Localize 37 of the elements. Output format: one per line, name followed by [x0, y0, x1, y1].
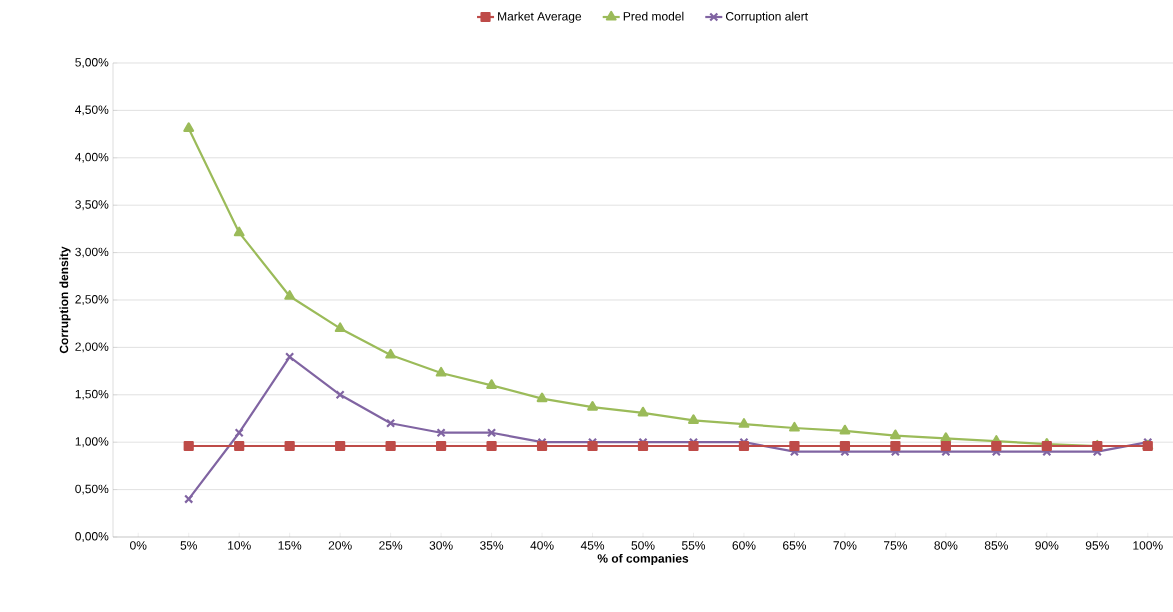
- x-tick-label: 30%: [429, 541, 453, 550]
- legend-label: Pred model: [623, 11, 684, 21]
- x-tick-label: 25%: [379, 541, 403, 550]
- x-tick-label: 45%: [580, 541, 605, 550]
- x-tick-label: 70%: [833, 541, 857, 550]
- legend-label: Corruption alert: [725, 11, 808, 23]
- x-tick-label: 80%: [934, 541, 958, 550]
- y-tick-label: 0,50%: [75, 484, 109, 495]
- y-tick-label: 2,00%: [75, 342, 109, 353]
- x-tick-label: 55%: [681, 541, 706, 550]
- y-tick-label: 4,00%: [75, 152, 109, 163]
- x-axis-title: % of companies: [597, 553, 689, 566]
- x-tick-label: 40%: [530, 541, 554, 550]
- legend-label: Market Average: [498, 11, 582, 23]
- x-tick-label: 50%: [631, 541, 655, 550]
- y-tick-label: 5,00%: [75, 58, 109, 68]
- x-tick-label: 60%: [732, 541, 756, 550]
- y-tick-label: 1,00%: [75, 437, 109, 448]
- y-tick-label: 0,00%: [75, 532, 109, 542]
- x-tick-label: 20%: [328, 541, 352, 550]
- x-tick-label: 35%: [480, 541, 504, 550]
- x-tick-label: 5%: [180, 541, 197, 550]
- x-tick-label: 100%: [1133, 541, 1163, 550]
- y-tick-label: 3,50%: [75, 200, 109, 211]
- y-tick-label: 4,50%: [75, 105, 109, 116]
- x-tick-label: 95%: [1085, 541, 1109, 550]
- y-axis-title: Corruption density: [59, 246, 71, 354]
- y-tick-label: 2,50%: [75, 295, 109, 305]
- x-tick-label: 0%: [130, 541, 147, 550]
- x-tick-label: 75%: [883, 541, 907, 550]
- x-tick-label: 10%: [228, 541, 251, 550]
- y-tick-label: 1,50%: [75, 389, 109, 400]
- x-tick-label: 15%: [278, 541, 302, 550]
- x-tick-label: 65%: [783, 541, 807, 550]
- x-tick-label: 85%: [984, 541, 1008, 550]
- y-tick-label: 3,00%: [75, 247, 109, 258]
- x-tick-label: 90%: [1035, 541, 1059, 550]
